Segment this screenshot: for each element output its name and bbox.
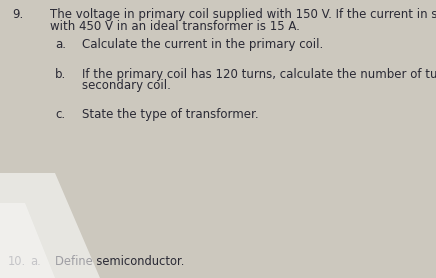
Text: Calculate the current in the primary coil.: Calculate the current in the primary coi… (82, 38, 323, 51)
Text: a.: a. (30, 255, 41, 268)
Polygon shape (0, 173, 100, 278)
Text: Define semiconductor.: Define semiconductor. (55, 255, 184, 268)
Text: 10.: 10. (8, 255, 26, 268)
Text: State the type of transformer.: State the type of transformer. (82, 108, 259, 121)
Text: If the primary coil has 120 turns, calculate the number of turns in the: If the primary coil has 120 turns, calcu… (82, 68, 436, 81)
Polygon shape (0, 203, 55, 278)
Text: b.: b. (55, 68, 66, 81)
Text: a.: a. (55, 38, 66, 51)
Text: with 450 V in an ideal transformer is 15 A.: with 450 V in an ideal transformer is 15… (50, 20, 300, 33)
Text: The voltage in primary coil supplied with 150 V. If the current in secondary coi: The voltage in primary coil supplied wit… (50, 8, 436, 21)
Text: c.: c. (55, 108, 65, 121)
Text: 9.: 9. (12, 8, 23, 21)
Text: secondary coil.: secondary coil. (82, 79, 171, 92)
